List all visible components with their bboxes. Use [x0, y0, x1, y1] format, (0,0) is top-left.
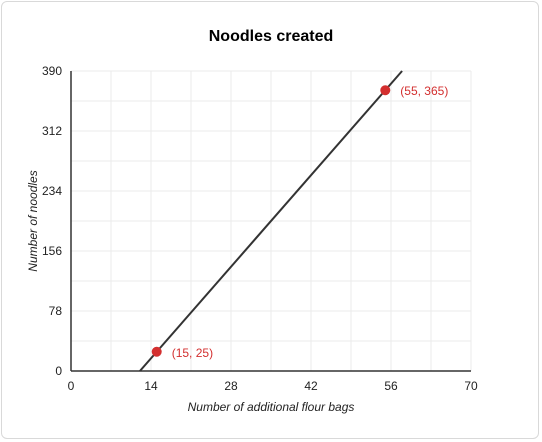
- x-tick-label: 56: [384, 379, 398, 393]
- y-tick-label: 312: [42, 124, 62, 138]
- grid-layer: [71, 70, 472, 371]
- x-tick-label: 70: [464, 379, 478, 393]
- x-tick-label: 14: [144, 379, 158, 393]
- y-tick-label: 390: [42, 64, 62, 78]
- y-tick-label: 234: [42, 184, 62, 198]
- y-tick-label: 78: [49, 304, 63, 318]
- chart-title: Noodles created: [209, 28, 333, 45]
- x-tick-label: 0: [68, 379, 75, 393]
- x-axis-label: Number of additional flour bags: [188, 400, 355, 414]
- y-tick-label: 156: [42, 244, 62, 258]
- data-point-label: (55, 365): [400, 84, 448, 98]
- data-point: [151, 346, 162, 357]
- marks-layer: (15, 25) (55, 365): [139, 70, 448, 372]
- data-point-label: (15, 25): [172, 346, 213, 360]
- y-tick-label: 0: [55, 364, 62, 378]
- data-point: [380, 85, 391, 96]
- y-axis-label: Number of noodles: [26, 170, 40, 271]
- x-tick-label: 42: [304, 379, 318, 393]
- series-line: [139, 70, 403, 372]
- x-tick-label: 28: [224, 379, 238, 393]
- axes-layer: 0 14 28 42 56 70 0 78 156 234 312 390: [42, 64, 478, 393]
